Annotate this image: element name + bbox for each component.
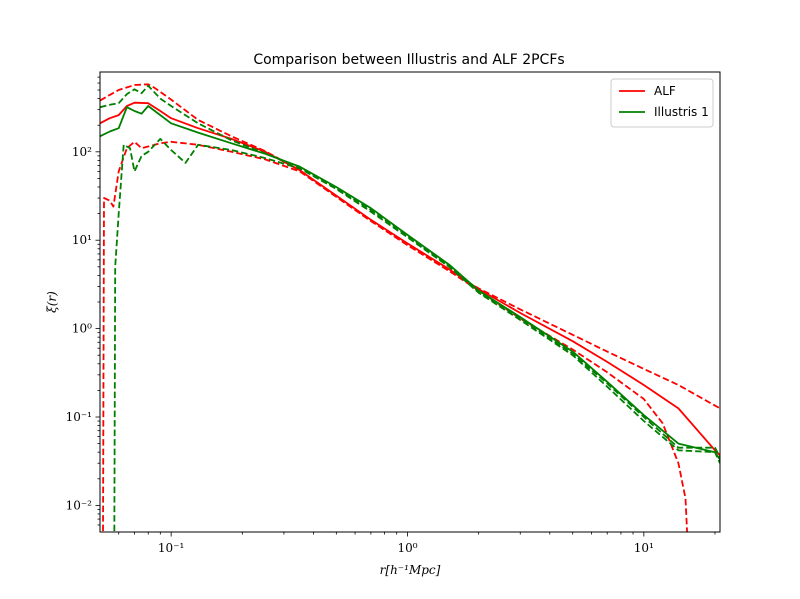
y-tick-label: 10⁻² — [66, 498, 93, 512]
y-tick-label: 10² — [72, 145, 92, 159]
x-tick-label: 10⁻¹ — [158, 541, 184, 555]
x-tick-label: 10¹ — [634, 541, 654, 555]
legend: ALF Illustris 1 — [610, 78, 714, 128]
y-tick-label: 10⁰ — [72, 322, 92, 336]
series-layer — [100, 83, 720, 532]
y-axis-label: ξ(r) — [45, 291, 59, 313]
x-tick-label: 10⁰ — [397, 541, 417, 555]
y-tick-label: 10⁻¹ — [66, 410, 92, 424]
legend-label-illustris: Illustris 1 — [654, 105, 709, 119]
x-axis-label: r[h⁻¹Mpc] — [380, 563, 441, 577]
y-tick-label: 10¹ — [72, 233, 92, 247]
series-line-4 — [100, 84, 720, 458]
series-line-5 — [113, 138, 720, 532]
y-axis: 10⁻² 10⁻¹ 10⁰ 10¹ 10² — [66, 76, 100, 526]
x-axis: 10⁻¹ 10⁰ 10¹ — [118, 532, 716, 555]
legend-label-alf: ALF — [654, 84, 676, 98]
chart-title: Comparison between Illustris and ALF 2PC… — [253, 52, 564, 68]
